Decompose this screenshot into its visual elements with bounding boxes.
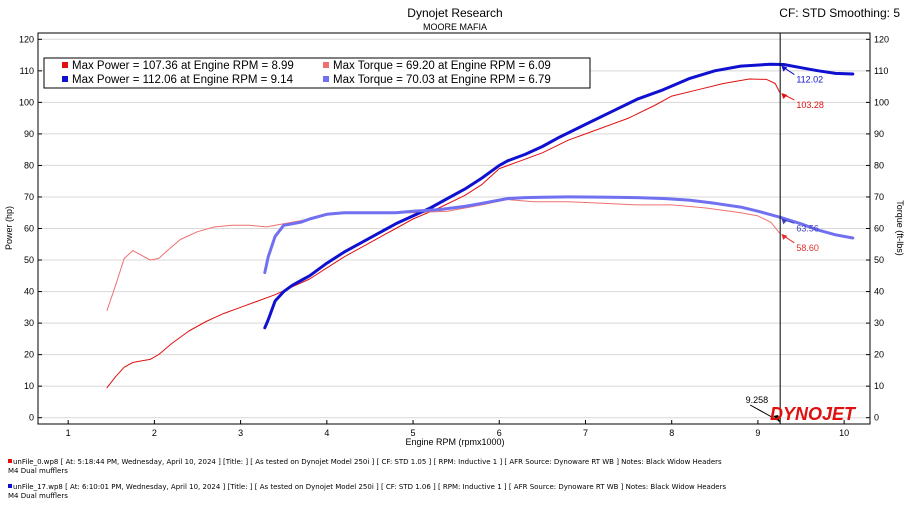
x-axis-label: Engine RPM (rpmx1000): [405, 437, 504, 447]
annotation-arrowhead: [781, 218, 788, 225]
y-tick-label-right: 110: [874, 66, 888, 76]
y-tick-label-left: 10: [24, 381, 34, 391]
rpm-cursor-marker: [749, 404, 781, 423]
y-tick-label-right: 100: [874, 97, 889, 107]
x-tick-label: 7: [583, 428, 588, 438]
annotation-label: 103.28: [796, 100, 824, 110]
y-tick-label-right: 90: [874, 129, 884, 139]
series-line-run1_power: [106, 78, 780, 389]
y-tick-label-left: 30: [24, 318, 34, 328]
legend-entry-run2-torque: Max Torque = 70.03 at Engine RPM = 6.79: [333, 74, 551, 86]
y-tick-label-right: 70: [874, 192, 884, 202]
legend-entry-run1-torque: Max Torque = 69.20 at Engine RPM = 6.09: [333, 60, 551, 72]
x-tick-label: 10: [839, 428, 849, 438]
y-tick-label-right: 0: [874, 413, 879, 423]
y-tick-label-left: 60: [24, 224, 34, 234]
y-tick-label-right: 120: [874, 34, 889, 44]
y-tick-label-right: 10: [874, 381, 884, 391]
y-tick-label-left: 120: [19, 34, 34, 44]
dynojet-logo: DYNOJET: [770, 404, 857, 424]
run1-info: unFile_0.wp8 [ At: 5:18:44 PM, Wednesday…: [8, 458, 722, 476]
y-axis-label-right: Torque (ft-lbs): [895, 200, 905, 256]
logo-text: DYNOJET: [770, 404, 857, 424]
y-axis-right: 0 10 20 30 40 50 60 70 80 90 100 110 120: [866, 34, 889, 423]
correction-label: CF: STD Smoothing: 5: [779, 6, 900, 20]
annotation-label: 58.60: [796, 243, 819, 253]
cursor-pointer-arrow: [773, 415, 781, 423]
x-tick-label: 1: [66, 428, 71, 438]
y-tick-label-left: 70: [24, 192, 34, 202]
run1-info-line2: M4 Dual mufflers: [8, 467, 68, 475]
legend-entry-run2-power: Max Power = 112.06 at Engine RPM = 9.14: [72, 74, 294, 86]
series-group: [106, 62, 855, 389]
y-axis-label-left: Power (hp): [4, 206, 14, 250]
run1-info-line1: unFile_0.wp8 [ At: 5:18:44 PM, Wednesday…: [8, 458, 722, 467]
y-tick-label-right: 80: [874, 160, 884, 170]
x-tick-label: 9: [755, 428, 760, 438]
chart-title: Dynojet Research: [407, 6, 502, 20]
x-tick-label: 5: [411, 428, 416, 438]
y-tick-label-left: 50: [24, 255, 34, 265]
x-tick-label: 2: [152, 428, 157, 438]
series-line-run2_torque: [263, 195, 855, 275]
y-tick-label-left: 90: [24, 129, 34, 139]
x-tick-label: 4: [324, 428, 329, 438]
annotation-arrowhead: [781, 65, 788, 72]
legend-marker-run2-power: [62, 76, 68, 82]
y-tick-label-left: 20: [24, 350, 34, 360]
y-tick-label-left: 40: [24, 287, 34, 297]
x-tick-label: 3: [238, 428, 243, 438]
annotation-arrowhead: [781, 92, 788, 99]
rpm-cursor-label: 9.258: [746, 395, 769, 405]
y-tick-label-right: 20: [874, 350, 884, 360]
run2-info-line2: M4 Dual mufflers: [8, 492, 68, 500]
y-tick-label-left: 0: [29, 413, 34, 423]
y-tick-label-right: 50: [874, 255, 884, 265]
run2-info-text: unFile_17.wp8 [ At: 6:10:01 PM, Wednesda…: [13, 483, 727, 491]
y-tick-label-left: 100: [19, 97, 34, 107]
series-line-run2_power: [263, 62, 855, 330]
y-tick-label-left: 80: [24, 160, 34, 170]
x-axis: 1 2 3 4 5 6 7 8 9 10: [66, 420, 849, 438]
run2-info-line1: unFile_17.wp8 [ At: 6:10:01 PM, Wednesda…: [8, 483, 726, 492]
legend-marker-run1-torque: [323, 62, 329, 68]
chart-subtitle: MOORE MAFIA: [423, 22, 487, 32]
x-tick-label: 8: [669, 428, 674, 438]
y-axis-left: 0 10 20 30 40 50 60 70 80 90 100 110 120: [19, 34, 42, 423]
cursor-pointer-line: [749, 404, 778, 421]
legend-entry-run1-power: Max Power = 107.36 at Engine RPM = 8.99: [72, 60, 294, 72]
value-annotations: 112.02 103.28 63.56 58.60: [781, 65, 824, 253]
gridlines: [38, 38, 870, 419]
x-tick-label: 6: [497, 428, 502, 438]
run1-color-marker: [8, 459, 12, 463]
annotation-label: 63.56: [796, 223, 819, 233]
legend: Max Power = 107.36 at Engine RPM = 8.99 …: [43, 57, 591, 89]
run2-color-marker: [8, 484, 12, 488]
legend-marker-run2-torque: [323, 76, 329, 82]
annotation-label: 112.02: [796, 75, 823, 85]
y-tick-label-left: 110: [20, 66, 34, 76]
y-tick-label-right: 30: [874, 318, 884, 328]
annotation-arrowhead: [781, 233, 788, 240]
legend-box: [43, 57, 591, 89]
legend-marker-run1-power: [62, 62, 68, 68]
run2-info: unFile_17.wp8 [ At: 6:10:01 PM, Wednesda…: [8, 483, 726, 501]
run1-info-text: unFile_0.wp8 [ At: 5:18:44 PM, Wednesday…: [13, 458, 722, 466]
y-tick-label-right: 40: [874, 287, 884, 297]
y-tick-label-right: 60: [874, 224, 884, 234]
